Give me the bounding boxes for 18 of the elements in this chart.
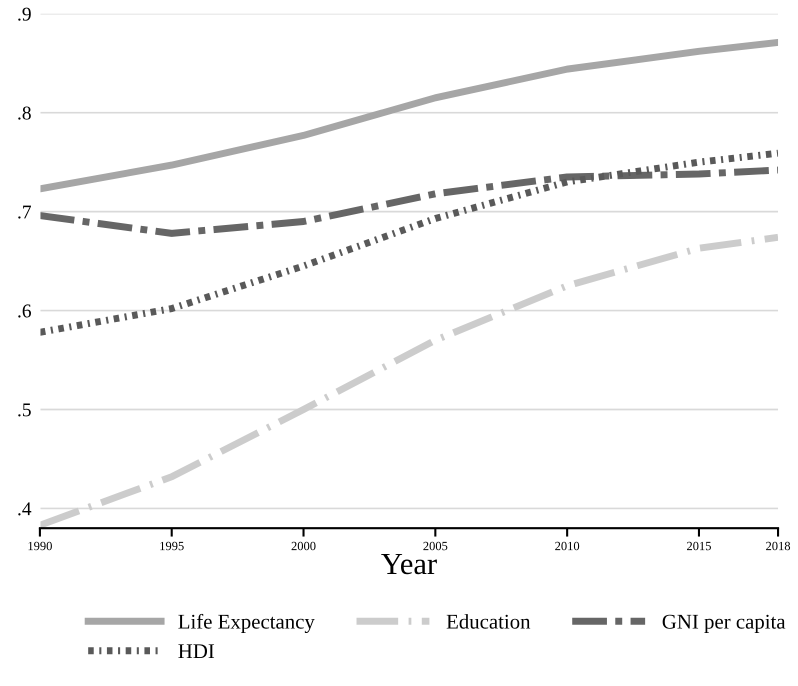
y-tick-label: .4: [18, 502, 32, 516]
x-tick-label: 2005: [423, 542, 448, 550]
legend-label: GNI per capita: [662, 614, 786, 633]
x-tick-label: 2000: [292, 542, 316, 550]
y-tick-label: .7: [18, 206, 32, 219]
y-tick-label: .9: [18, 8, 31, 21]
x-axis-title: Year: [381, 554, 437, 574]
y-tick-label: .5: [18, 404, 31, 417]
legend-label: Education: [446, 614, 530, 629]
legend-label: HDI: [178, 644, 214, 658]
legend-label: Life Expectancy: [178, 614, 315, 634]
x-tick-label: 2010: [555, 542, 580, 550]
y-tick-label: .6: [18, 304, 31, 318]
x-tick-label: 1995: [160, 542, 184, 550]
x-tick-label: 2015: [687, 542, 711, 550]
y-tick-label: .8: [18, 106, 31, 120]
x-tick-label: 2018: [766, 542, 790, 550]
x-tick-label: 1990: [28, 542, 52, 550]
